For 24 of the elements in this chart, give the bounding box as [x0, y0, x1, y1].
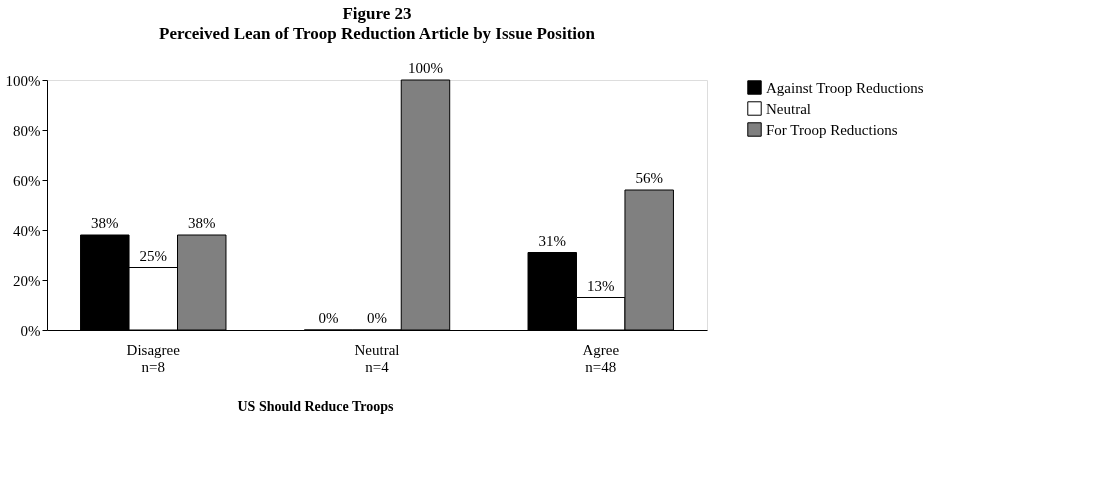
- text: 38%: [91, 215, 119, 231]
- text: 13%: [586, 277, 615, 294]
- x-tick-label: Neutral n=4: [354, 341, 400, 375]
- legend-label: For Troop Reductions: [766, 121, 898, 138]
- y-tick-label: 80%: [13, 122, 41, 139]
- text: 100%: [407, 60, 443, 76]
- text: 0%: [367, 310, 387, 326]
- y-tick-label: 0%: [20, 322, 41, 339]
- legend-label: Neutral: [766, 100, 811, 117]
- text: 56%: [635, 170, 663, 186]
- x-axis-title: US Should Reduce Troops: [237, 398, 395, 414]
- y-tick-label: 100%: [5, 72, 41, 89]
- text: 31%: [538, 232, 566, 249]
- legend-label: Against Troop Reductions: [766, 79, 924, 96]
- text: 38%: [188, 215, 216, 231]
- text: 25%: [139, 247, 168, 264]
- x-tick-label: Agree n=48: [582, 341, 620, 375]
- chart-subtitle: Perceived Lean of Troop Reduction Article by Issue Position: [158, 24, 596, 43]
- y-tick-label: 40%: [13, 222, 41, 239]
- y-tick-label: 60%: [13, 172, 41, 189]
- text: 0%: [318, 310, 339, 326]
- x-tick-label: Disagree n=8: [126, 341, 181, 375]
- y-tick-label: 20%: [13, 272, 41, 289]
- chart-title: Figure 23: [342, 4, 412, 23]
